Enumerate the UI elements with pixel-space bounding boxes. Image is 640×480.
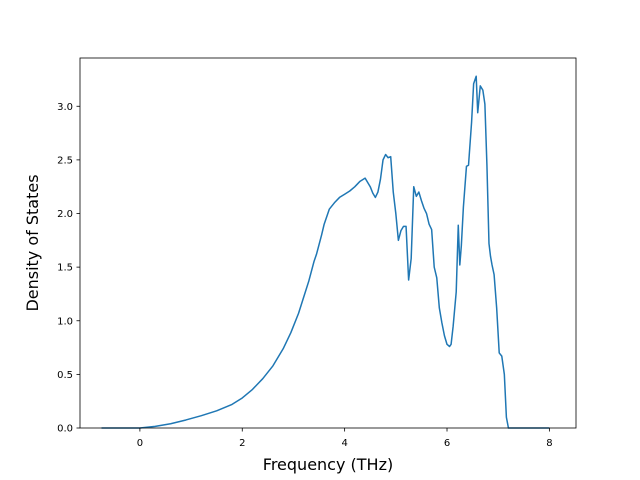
y-tick-label: 1.0 xyxy=(57,316,73,327)
plot-area xyxy=(79,57,577,429)
y-tick-label: 0.0 xyxy=(57,424,73,435)
x-axis-ticks: 0 2 4 6 8 xyxy=(137,428,553,449)
x-axis-label: Frequency (THz) xyxy=(263,455,393,474)
x-tick-label: 6 xyxy=(444,438,450,449)
x-tick-label: 4 xyxy=(341,438,347,449)
x-tick-label: 2 xyxy=(239,438,245,449)
dos-line xyxy=(101,75,550,429)
y-axis-ticks: 0.0 0.5 1.0 1.5 2.0 2.5 3.0 xyxy=(57,102,80,435)
y-tick-label: 2.5 xyxy=(57,155,73,166)
y-tick-label: 1.5 xyxy=(57,263,73,274)
axes-frame xyxy=(79,57,577,429)
x-tick-label: 8 xyxy=(546,438,552,449)
x-tick-label: 0 xyxy=(137,438,143,449)
y-tick-label: 3.0 xyxy=(57,102,73,113)
y-axis-label: Density of States xyxy=(23,174,42,311)
axes-background xyxy=(80,58,576,428)
y-tick-label: 0.5 xyxy=(57,370,73,381)
y-tick-label: 2.0 xyxy=(57,209,73,220)
